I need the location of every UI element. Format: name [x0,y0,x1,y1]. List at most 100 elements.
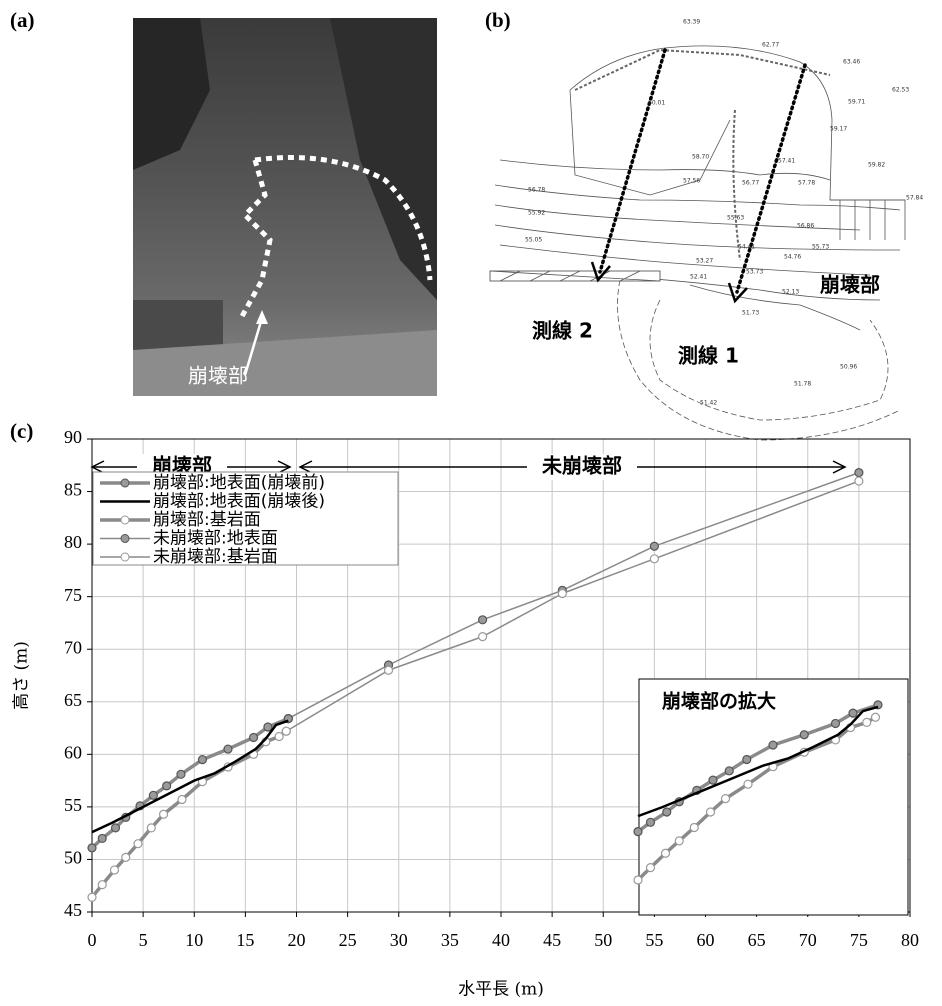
legend-marker [121,535,129,543]
inset-title: 崩壊部の拡大 [662,690,776,713]
elevation-label: 56.86 [797,223,814,230]
y-tick-label: 80 [64,532,82,552]
marker [479,616,487,624]
elevation-label: 59.71 [848,99,865,106]
legend-marker [121,516,129,524]
marker [709,776,717,784]
marker [98,834,106,842]
x-tick-label: 75 [850,930,868,950]
marker [800,731,808,739]
x-tick-label: 70 [799,930,817,950]
marker [177,770,185,778]
x-tick-label: 0 [88,930,97,950]
marker [282,727,290,735]
map-area-label: 崩壊部 [820,273,880,297]
legend-label: 未崩壊部:地表面 [153,529,278,549]
y-tick-label: 90 [64,427,82,447]
marker [725,767,733,775]
elevation-label: 63.39 [683,19,700,26]
survey-line-label: 測線 1 [678,344,739,368]
marker [707,808,715,816]
elevation-label: 55.63 [727,215,744,222]
elevation-label: 59.82 [868,162,885,169]
marker [250,734,258,742]
elevation-label: 53.73 [746,269,763,276]
y-tick-label: 85 [64,480,82,500]
x-tick-label: 55 [645,930,663,950]
panel-label: (b) [485,8,511,32]
marker [178,796,186,804]
marker [147,824,155,832]
y-tick-label: 55 [64,795,82,815]
marker [88,844,96,852]
marker [663,808,671,816]
elevation-label: 57.78 [798,180,815,187]
y-tick-label: 50 [64,848,82,868]
elevation-label: 60.01 [648,100,665,107]
marker [98,881,106,889]
inset: 崩壊部の拡大 [634,679,908,915]
elevation-label: 56.77 [742,180,759,187]
marker [224,745,232,753]
elevation-label: 57.41 [778,158,795,165]
elevation-label: 51.78 [794,381,811,388]
elevation-label: 52.13 [782,289,799,296]
marker [634,828,642,836]
x-tick-label: 15 [236,930,254,950]
elevation-label: 59.17 [830,126,847,133]
marker [264,723,272,731]
y-tick-label: 60 [64,742,82,762]
marker [112,824,120,832]
survey-line-label: 測線 2 [532,319,593,343]
panel-label: (c) [10,419,33,443]
x-tick-label: 10 [185,930,203,950]
marker [647,864,655,872]
marker [832,719,840,727]
marker [134,840,142,848]
map [490,46,905,440]
series-line [92,721,288,832]
photo-caption: 崩壊部 [188,364,248,388]
x-axis-label: 水平長 (m) [458,980,544,1000]
x-tick-label: 80 [901,930,919,950]
elevation-label: 51.42 [700,400,717,407]
arrow-heads [592,262,747,301]
marker [690,823,698,831]
marker [479,633,487,641]
marker [385,666,393,674]
marker [650,555,658,563]
y-tick-label: 45 [64,900,82,920]
x-tick-label: 60 [697,930,715,950]
marker [558,590,566,598]
marker [849,709,857,717]
legend-label: 崩壊部:地表面(崩壊後) [153,492,325,512]
elevation-label: 55.73 [812,244,829,251]
marker [647,818,655,826]
y-tick-label: 75 [64,585,82,605]
elevation-label: 54.76 [784,254,801,261]
elevation-label: 57.56 [683,178,700,185]
y-tick-label: 65 [64,690,82,710]
marker [769,741,777,749]
legend-label: 未崩壊部:基岩面 [153,547,278,567]
figure: (a) 崩壊部 (b) 63.3962.7 [0,0,942,1006]
elevation-label: 57.84 [906,195,923,202]
panel-label: (a) [10,8,35,32]
marker [122,853,130,861]
marker [88,893,96,901]
annotation: 未崩壊部 [542,454,622,478]
elevation-label: 53.27 [696,258,713,265]
legend-marker [121,479,129,487]
x-tick-label: 25 [339,930,357,950]
marker [634,876,642,884]
elevation-label: 52.41 [690,274,707,281]
elevation-label: 58.70 [692,154,709,161]
x-tick-label: 30 [390,930,408,950]
marker [650,542,658,550]
legend-label: 崩壊部:地表面(崩壊前) [153,473,325,493]
y-axis-label: 高さ (m) [12,641,32,710]
legend-marker [121,553,129,561]
elevation-label: 56.78 [528,187,545,194]
marker [662,849,670,857]
